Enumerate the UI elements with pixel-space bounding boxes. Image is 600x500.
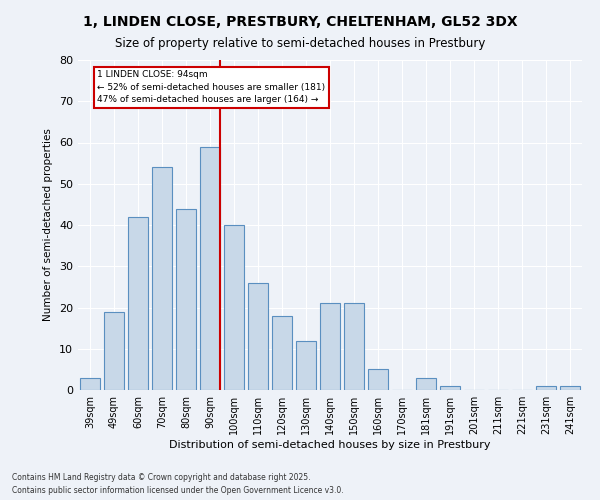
- Bar: [416, 378, 436, 390]
- Text: 1 LINDEN CLOSE: 94sqm
← 52% of semi-detached houses are smaller (181)
47% of sem: 1 LINDEN CLOSE: 94sqm ← 52% of semi-deta…: [97, 70, 325, 104]
- Bar: [152, 167, 172, 390]
- Bar: [320, 304, 340, 390]
- Bar: [344, 304, 364, 390]
- Bar: [440, 386, 460, 390]
- Bar: [248, 283, 268, 390]
- Bar: [296, 340, 316, 390]
- Bar: [176, 208, 196, 390]
- Bar: [536, 386, 556, 390]
- Text: Contains HM Land Registry data © Crown copyright and database right 2025.
Contai: Contains HM Land Registry data © Crown c…: [12, 474, 344, 495]
- Bar: [368, 370, 388, 390]
- Bar: [128, 217, 148, 390]
- Bar: [224, 225, 244, 390]
- Bar: [80, 378, 100, 390]
- Text: Size of property relative to semi-detached houses in Prestbury: Size of property relative to semi-detach…: [115, 38, 485, 51]
- Y-axis label: Number of semi-detached properties: Number of semi-detached properties: [43, 128, 53, 322]
- Bar: [560, 386, 580, 390]
- Bar: [104, 312, 124, 390]
- Text: 1, LINDEN CLOSE, PRESTBURY, CHELTENHAM, GL52 3DX: 1, LINDEN CLOSE, PRESTBURY, CHELTENHAM, …: [83, 15, 517, 29]
- Bar: [272, 316, 292, 390]
- X-axis label: Distribution of semi-detached houses by size in Prestbury: Distribution of semi-detached houses by …: [169, 440, 491, 450]
- Bar: [200, 146, 220, 390]
